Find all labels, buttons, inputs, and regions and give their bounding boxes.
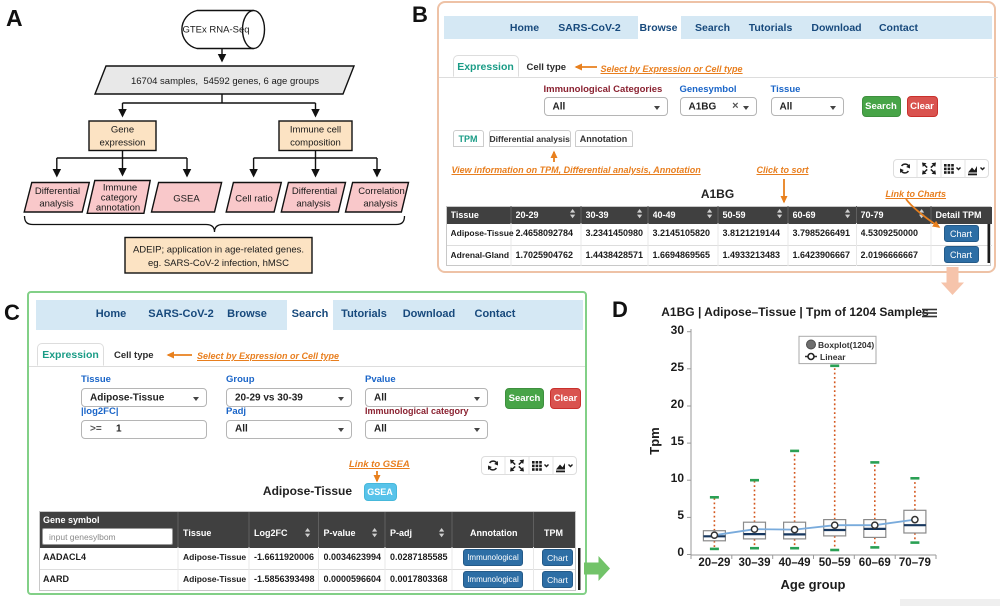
svg-text:analysis: analysis	[363, 199, 398, 210]
svg-text:Age group: Age group	[781, 577, 846, 592]
svg-text:Gene: Gene	[111, 125, 134, 136]
svg-text:50–59: 50–59	[819, 557, 851, 569]
svg-text:10: 10	[671, 471, 685, 485]
svg-text:analysis: analysis	[39, 199, 74, 210]
svg-text:20: 20	[671, 397, 685, 411]
svg-text:Cell ratio: Cell ratio	[235, 194, 273, 205]
svg-text:5: 5	[677, 508, 684, 522]
svg-text:category: category	[101, 193, 138, 204]
svg-text:Correlation: Correlation	[358, 186, 404, 197]
svg-text:A1BG | Adipose–Tissue | Tpm of: A1BG | Adipose–Tissue | Tpm of 1204 Samp…	[661, 305, 929, 319]
svg-text:eg. SARS-CoV-2 infection, hMSC: eg. SARS-CoV-2 infection, hMSC	[148, 258, 289, 269]
svg-text:GTEx RNA-Seq: GTEx RNA-Seq	[182, 25, 249, 36]
svg-text:70–79: 70–79	[899, 557, 931, 569]
svg-text:Tpm: Tpm	[647, 427, 662, 454]
svg-text:30–39: 30–39	[739, 557, 771, 569]
svg-text:Linear: Linear	[820, 352, 846, 362]
svg-text:15: 15	[671, 434, 685, 448]
svg-text:Immune: Immune	[103, 183, 137, 194]
svg-text:annotation: annotation	[96, 203, 140, 214]
svg-text:composition: composition	[290, 138, 341, 149]
svg-text:30: 30	[671, 323, 685, 337]
svg-text:Boxplot(1204): Boxplot(1204)	[818, 340, 874, 350]
svg-text:Differential: Differential	[292, 186, 337, 197]
svg-text:0: 0	[677, 545, 684, 559]
svg-text:Differential: Differential	[35, 186, 80, 197]
svg-text:Immune cell: Immune cell	[290, 125, 341, 136]
svg-text:analysis: analysis	[296, 199, 331, 210]
svg-text:25: 25	[671, 360, 685, 374]
svg-text:16704 samples, 54592 genes, 6: 16704 samples, 54592 genes, 6 age groups	[131, 76, 319, 87]
svg-text:ADEIP; application in age-rela: ADEIP; application in age-related genes.	[133, 245, 304, 256]
svg-text:20–29: 20–29	[698, 557, 730, 569]
svg-text:60–69: 60–69	[859, 557, 891, 569]
svg-text:40–49: 40–49	[779, 557, 811, 569]
svg-text:GSEA: GSEA	[173, 194, 200, 205]
svg-text:expression: expression	[100, 138, 146, 149]
